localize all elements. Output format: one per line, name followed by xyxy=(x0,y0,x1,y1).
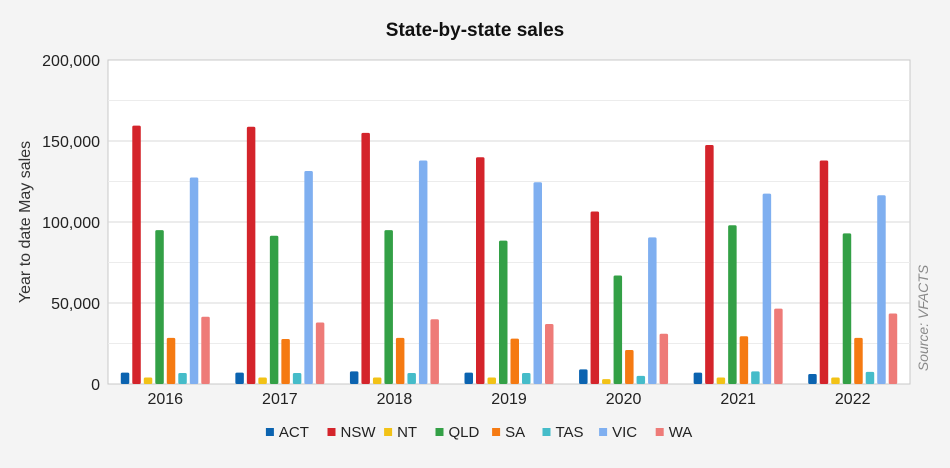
bar-qld-2018 xyxy=(384,230,393,384)
bar-qld-2021 xyxy=(728,225,737,384)
bar-nt-2020 xyxy=(602,379,611,384)
y-tick-label: 200,000 xyxy=(42,53,100,70)
legend-swatch-sa xyxy=(492,428,501,436)
legend-label-wa: WA xyxy=(669,424,693,441)
legend-swatch-wa xyxy=(655,428,664,436)
y-tick-label: 0 xyxy=(91,377,100,394)
bar-wa-2017 xyxy=(315,322,325,384)
chart-title: State-by-state sales xyxy=(386,20,564,41)
bar-nt-2018 xyxy=(372,377,382,384)
legend-swatch-qld xyxy=(435,428,444,436)
legend-label-act: ACT xyxy=(279,424,309,441)
bar-tas-2021 xyxy=(751,371,760,384)
y-tick-label: 100,000 xyxy=(42,215,100,232)
bar-tas-2019 xyxy=(522,372,531,384)
x-axis-ticks: 2016 2017 2018 2019 2020 2021 2022 xyxy=(147,391,870,408)
bar-nsw-2017 xyxy=(246,126,256,384)
bar-nt-2016 xyxy=(143,377,153,384)
y-tick-label: 50,000 xyxy=(51,296,100,313)
legend-label-nsw: NSW xyxy=(341,424,377,441)
legend-label-vic: VIC xyxy=(612,424,637,441)
bar-wa-2016 xyxy=(201,316,210,384)
y-axis-ticks: 0 50,000 100,000 150,000 200,000 xyxy=(42,53,100,394)
bar-tas-2016 xyxy=(178,372,187,384)
bar-vic-2020 xyxy=(648,237,657,384)
bar-sa-2021 xyxy=(739,336,749,384)
bar-wa-2019 xyxy=(545,324,554,384)
bar-vic-2018 xyxy=(418,160,428,384)
legend: ACT NSW NT QLD SA TAS VIC WA xyxy=(265,424,693,441)
legend-label-tas: TAS xyxy=(556,424,584,441)
bar-wa-2020 xyxy=(659,333,669,384)
bar-act-2016 xyxy=(120,372,130,384)
x-tick-label: 2019 xyxy=(491,391,527,408)
bar-nsw-2022 xyxy=(819,160,829,384)
bar-sa-2018 xyxy=(395,337,405,384)
bar-tas-2018 xyxy=(407,372,416,384)
bar-qld-2019 xyxy=(499,240,508,384)
bar-sa-2020 xyxy=(625,349,634,384)
legend-swatch-act xyxy=(265,428,274,436)
legend-swatch-tas xyxy=(542,428,551,436)
bar-act-2017 xyxy=(235,372,244,384)
y-tick-label: 150,000 xyxy=(42,134,100,151)
bar-vic-2017 xyxy=(304,170,313,384)
source-note: Source: VFACTS xyxy=(915,264,931,371)
bar-nsw-2016 xyxy=(132,125,141,385)
bar-nt-2021 xyxy=(716,377,726,384)
bar-wa-2022 xyxy=(888,313,898,384)
bar-qld-2017 xyxy=(269,235,279,384)
bar-qld-2022 xyxy=(842,233,852,384)
bar-wa-2021 xyxy=(774,308,783,384)
bar-nt-2017 xyxy=(258,377,267,384)
legend-label-nt: NT xyxy=(397,424,417,441)
bar-act-2022 xyxy=(808,373,817,384)
x-tick-label: 2020 xyxy=(606,391,642,408)
bar-nsw-2021 xyxy=(705,145,714,384)
bar-tas-2017 xyxy=(292,372,302,384)
legend-label-qld: QLD xyxy=(449,424,480,441)
bar-vic-2021 xyxy=(762,193,772,384)
bar-vic-2019 xyxy=(533,182,542,384)
legend-swatch-vic xyxy=(599,428,608,436)
bar-act-2021 xyxy=(693,372,703,384)
x-tick-label: 2022 xyxy=(835,391,871,408)
bar-nt-2019 xyxy=(487,377,496,384)
x-tick-label: 2017 xyxy=(262,391,298,408)
bar-vic-2016 xyxy=(189,177,199,384)
bar-act-2018 xyxy=(349,371,359,384)
bar-sa-2019 xyxy=(510,338,519,384)
y-axis-label: Year to date May sales xyxy=(17,141,34,303)
legend-label-sa: SA xyxy=(505,424,525,441)
bar-act-2019 xyxy=(464,372,473,384)
bar-nsw-2020 xyxy=(590,211,600,384)
bar-sa-2017 xyxy=(281,338,290,384)
bar-nsw-2018 xyxy=(361,132,370,384)
bar-qld-2016 xyxy=(155,230,164,384)
bars xyxy=(120,125,898,385)
bar-sa-2016 xyxy=(166,337,176,384)
bar-nsw-2019 xyxy=(476,157,485,384)
legend-swatch-nsw xyxy=(327,428,336,436)
bar-tas-2022 xyxy=(865,371,875,384)
bar-act-2020 xyxy=(579,369,588,384)
bar-tas-2020 xyxy=(636,375,646,384)
bar-wa-2018 xyxy=(430,319,439,384)
bar-qld-2020 xyxy=(613,275,623,384)
bar-nt-2022 xyxy=(831,377,840,384)
bar-vic-2022 xyxy=(877,195,886,384)
x-tick-label: 2021 xyxy=(720,391,756,408)
x-tick-label: 2018 xyxy=(377,391,413,408)
x-tick-label: 2016 xyxy=(147,391,183,408)
bar-sa-2022 xyxy=(854,337,863,384)
legend-swatch-nt xyxy=(384,428,393,436)
